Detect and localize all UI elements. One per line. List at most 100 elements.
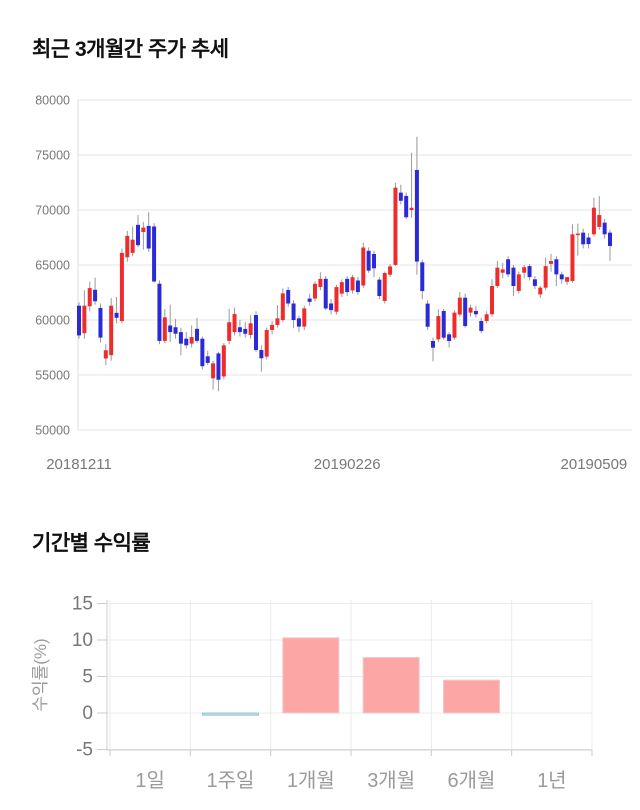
candle [162, 309, 167, 344]
candle-body-down [554, 259, 559, 275]
candle-body-up [334, 287, 339, 312]
candle-body-down [479, 320, 484, 331]
candle [495, 261, 500, 289]
candle [355, 277, 360, 295]
candle [232, 307, 237, 336]
candle [248, 315, 253, 339]
candle [141, 222, 146, 250]
candle-body-down [152, 226, 157, 282]
candle-body-down [431, 341, 435, 348]
candle [431, 337, 435, 362]
candle [189, 325, 194, 348]
candle [463, 293, 468, 328]
candle-body-down [178, 332, 183, 344]
candle-body-down [506, 259, 511, 275]
candle-body-up [109, 305, 114, 356]
candle [136, 214, 140, 248]
candle [178, 327, 183, 356]
return-bar [362, 657, 420, 714]
candle-body-down [307, 298, 312, 302]
candle [87, 281, 92, 312]
candle [114, 296, 119, 324]
candle-body-up [280, 293, 285, 320]
x-axis-category-label: 3개월 [367, 769, 415, 792]
candle [570, 224, 575, 283]
candle [119, 248, 124, 324]
candle [243, 322, 248, 338]
candle [425, 300, 430, 331]
candle [608, 229, 612, 261]
candle-body-up [125, 235, 130, 258]
candle-body-down [168, 325, 173, 333]
candle-body-up [318, 278, 323, 287]
candle [436, 309, 441, 342]
candle [500, 262, 505, 279]
candle [382, 271, 387, 304]
candle [275, 305, 280, 328]
candle [361, 242, 366, 289]
candle [538, 285, 543, 298]
candle [195, 317, 199, 344]
candle-body-down [581, 232, 586, 245]
candle [280, 288, 285, 323]
candle-body-up [543, 266, 548, 288]
candle [254, 311, 258, 352]
candle [532, 276, 537, 290]
candle-body-down [296, 318, 301, 327]
price-chart-title: 최근 3개월간 주가 추세 [32, 38, 229, 61]
candle [575, 223, 580, 256]
x-axis-date-label: 20181211 [46, 456, 112, 473]
candle-body-up [162, 317, 167, 341]
return-bar [202, 712, 259, 716]
candle-body-down [157, 283, 162, 341]
candle [173, 318, 178, 339]
candle-body-down [291, 303, 296, 320]
candle [302, 305, 307, 330]
candle [313, 281, 317, 302]
candle [441, 309, 446, 340]
candle [329, 299, 334, 315]
candle [211, 360, 216, 390]
candle-body-down [216, 353, 221, 380]
candle [339, 279, 344, 297]
y-axis-tick-label: 10 [72, 630, 93, 651]
candle-body-up [270, 324, 275, 331]
y-axis-tick-label: 50000 [35, 424, 70, 438]
candle-body-down [414, 169, 419, 262]
y-axis-tick-label: 60000 [35, 314, 70, 328]
candle-body-up [549, 261, 553, 264]
candle-body-down [136, 224, 140, 246]
candle-body-up [591, 207, 596, 235]
candle [227, 309, 232, 345]
candle [554, 256, 559, 287]
candle [259, 345, 264, 372]
y-axis-tick-label: -5 [76, 740, 93, 761]
candle-body-down [286, 289, 291, 304]
candle [447, 332, 452, 348]
candle [527, 263, 532, 281]
candle-body-up [490, 286, 494, 315]
candle-body-down [425, 303, 430, 327]
candle [307, 293, 312, 306]
candle-body-down [243, 328, 248, 334]
candle-body-down [404, 195, 409, 218]
candle-body-up [248, 323, 253, 335]
candle [237, 320, 242, 337]
candle-body-down [586, 237, 591, 245]
candle-body-up [302, 308, 307, 327]
candle [157, 280, 162, 345]
candle [184, 332, 189, 349]
candle-body-up [275, 318, 280, 325]
candle-body-down [473, 310, 478, 315]
candle-body-up [500, 269, 505, 273]
candle-body-down [205, 356, 210, 363]
candle [130, 226, 135, 257]
candle-body-up [339, 282, 344, 294]
candle-body-down [608, 232, 612, 246]
y-axis-tick-label: 0 [82, 703, 93, 724]
candle-body-up [227, 322, 232, 341]
candle-body-up [468, 307, 473, 313]
candle-body-up [457, 297, 462, 315]
candle [393, 182, 398, 267]
candle [93, 277, 98, 305]
